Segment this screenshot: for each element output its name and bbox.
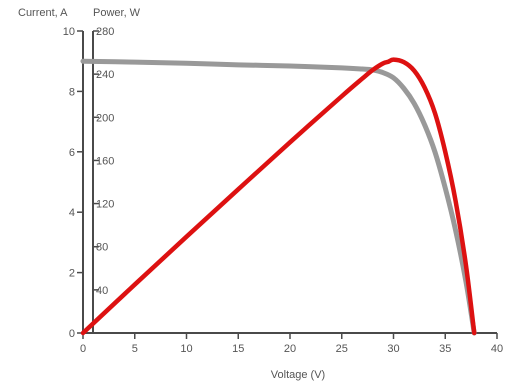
current-tick-label: 0 bbox=[69, 328, 75, 340]
current-curve-line bbox=[83, 61, 474, 333]
x-tick-label: 10 bbox=[180, 343, 192, 355]
power-tick-label: 40 bbox=[96, 285, 108, 297]
y-left-axis-title: Current, A bbox=[18, 7, 68, 19]
power-tick-label: 160 bbox=[96, 155, 114, 167]
x-tick-label: 40 bbox=[491, 343, 503, 355]
current-tick-label: 8 bbox=[69, 86, 75, 98]
power-tick-label: 80 bbox=[96, 242, 108, 254]
current-tick-label: 4 bbox=[69, 207, 75, 219]
current-tick-label: 2 bbox=[69, 268, 75, 280]
x-tick-label: 0 bbox=[80, 343, 86, 355]
current-tick-label: 6 bbox=[69, 147, 75, 159]
current-tick-label: 10 bbox=[63, 26, 75, 38]
series-group bbox=[83, 60, 474, 333]
x-tick-label: 35 bbox=[439, 343, 451, 355]
power-tick-label: 200 bbox=[96, 112, 114, 124]
x-axis-title: Voltage (V) bbox=[271, 369, 325, 381]
axes: 0 5 10 15 20 25 30 35 40 0 2 4 6 8 10 40 80 120 160 200 240 2… bbox=[63, 26, 503, 355]
x-tick-label: 25 bbox=[336, 343, 348, 355]
power-curve-line bbox=[83, 60, 474, 333]
power-tick-label: 120 bbox=[96, 199, 114, 211]
power-tick-label: 280 bbox=[96, 26, 114, 38]
power-tick-label: 240 bbox=[96, 69, 114, 81]
x-tick-label: 30 bbox=[387, 343, 399, 355]
x-tick-label: 5 bbox=[132, 343, 138, 355]
x-tick-label: 15 bbox=[232, 343, 244, 355]
x-tick-label: 20 bbox=[284, 343, 296, 355]
y-right-axis-title: Power, W bbox=[93, 7, 141, 19]
